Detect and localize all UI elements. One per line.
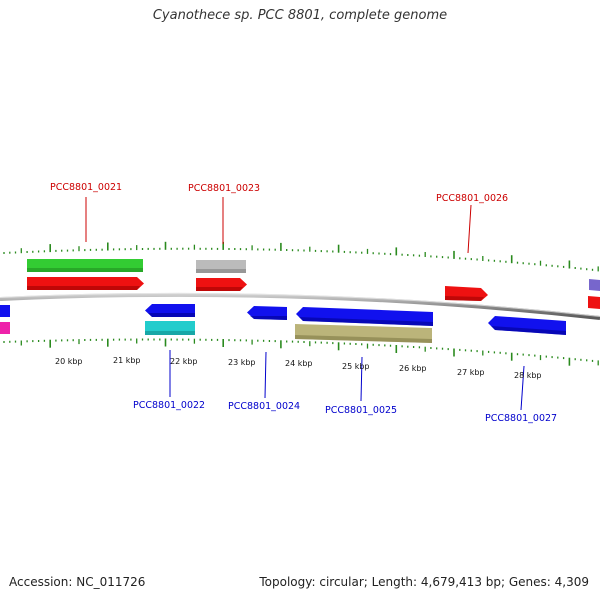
leader-line-0026: [467, 204, 472, 254]
gene-feature-magenta[interactable]: [0, 322, 10, 334]
scale-label-20: 20 kbp: [55, 357, 83, 366]
gene-feature-purple[interactable]: [589, 279, 600, 291]
leader-line-0024: [264, 351, 267, 399]
genome-title: Cyanothece sp. PCC 8801, complete genome: [152, 8, 448, 23]
reverse-features: [0, 304, 566, 343]
genome-backbone: [0, 292, 600, 320]
scale-label-21: 21 kbp: [113, 356, 141, 365]
upper-tick-row: [3, 241, 599, 272]
cds-arrow-edge-left[interactable]: [0, 305, 10, 317]
gene-label-0025[interactable]: PCC8801_0025: [325, 405, 397, 416]
leader-line-0027: [520, 365, 525, 411]
scale-label-28: 28 kbp: [514, 371, 542, 380]
scale-label-23: 23 kbp: [228, 358, 256, 367]
scale-label-22: 22 kbp: [170, 357, 198, 366]
topology-text: Topology: circular; Length: 4,679,413 bp…: [259, 575, 589, 589]
forward-features: [27, 259, 600, 309]
scale-label-26: 26 kbp: [399, 364, 427, 373]
scale-label-25: 25 kbp: [342, 362, 370, 371]
scale-label-27: 27 kbp: [457, 368, 485, 377]
cds-arrow-edge-right[interactable]: [588, 296, 600, 309]
gene-label-0027[interactable]: PCC8801_0027: [485, 413, 557, 424]
scale-label-24: 24 kbp: [285, 359, 313, 368]
gene-label-0022[interactable]: PCC8801_0022: [133, 400, 205, 411]
leader-line-0025: [360, 356, 363, 402]
gene-label-0021[interactable]: PCC8801_0021: [50, 182, 122, 193]
accession-text: Accession: NC_011726: [9, 575, 146, 589]
gene-label-0026[interactable]: PCC8801_0026: [436, 193, 508, 204]
gene-label-0023[interactable]: PCC8801_0023: [188, 183, 260, 194]
gene-label-0024[interactable]: PCC8801_0024: [228, 401, 300, 412]
lower-tick-row: [3, 338, 599, 366]
